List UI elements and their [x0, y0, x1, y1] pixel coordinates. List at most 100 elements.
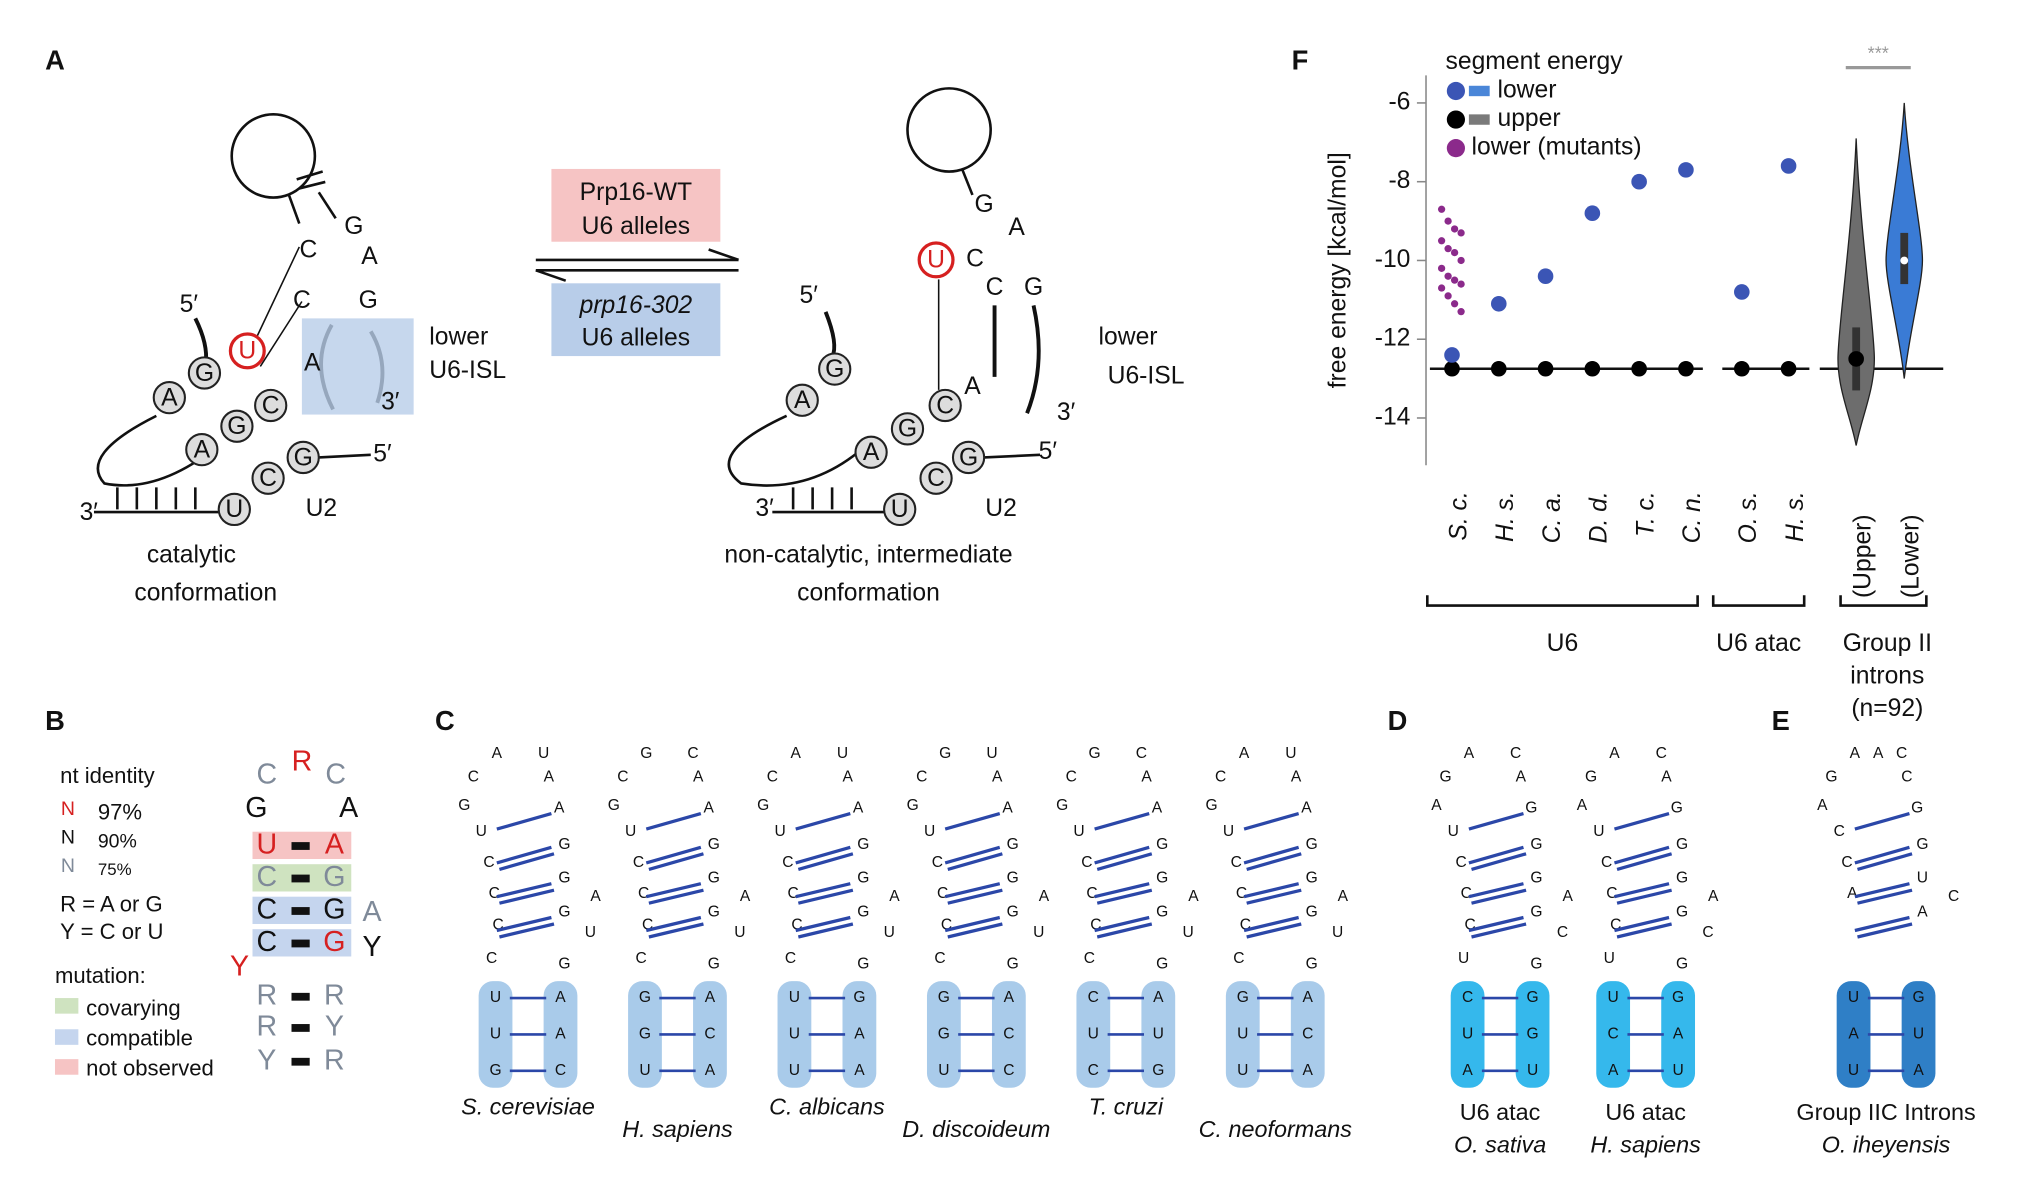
strand-end: 5′ [180, 291, 199, 318]
nucleotide: A [854, 1062, 865, 1079]
nucleotide: C [1610, 916, 1621, 933]
nucleotide: G [708, 955, 720, 972]
isl-label: U6-ISL [1108, 362, 1185, 389]
base-pair [1471, 852, 1527, 871]
nucleotide: C [791, 916, 802, 933]
nucleotide: G [1024, 274, 1043, 301]
stem-box [1076, 981, 1111, 1088]
group-label: Group II [1843, 630, 1932, 657]
panel-label: B [45, 705, 65, 736]
nucleotide: G [1912, 989, 1924, 1006]
base-pair [1854, 845, 1910, 865]
base-pair [944, 845, 1001, 865]
nucleotide-circle [883, 492, 917, 527]
base-pair [1243, 915, 1300, 933]
nucleotide: U [774, 823, 785, 840]
base-pair [1854, 811, 1910, 831]
dot [1734, 360, 1750, 377]
stem-box [478, 981, 513, 1088]
nucleotide: G [1089, 745, 1101, 762]
nucleotide: G [639, 1026, 651, 1043]
base-pair [1616, 922, 1673, 939]
nucleotide: A [304, 349, 321, 376]
dot [1584, 360, 1601, 377]
nucleotide: U [789, 1026, 800, 1043]
stem-box [1596, 981, 1631, 1088]
nucleotide: G [1671, 799, 1683, 816]
identity-value: 97% [98, 799, 142, 824]
u2-label: U2 [306, 495, 338, 522]
nucleotide: A [161, 384, 178, 411]
nucleotide: C [1841, 854, 1852, 871]
base-pair [795, 811, 851, 831]
stem-box [1661, 981, 1696, 1088]
caption: S. cerevisiae [461, 1094, 595, 1120]
nucleotide: C [486, 950, 497, 967]
nucleotide: G [1156, 870, 1168, 887]
nucleotide: A [703, 799, 714, 816]
stem-box [1225, 981, 1260, 1088]
nucleotide: U [1458, 950, 1469, 967]
nucleotide: U [1848, 989, 1859, 1006]
nucleotide: C [1702, 924, 1713, 941]
identity-value: 90% [98, 830, 137, 852]
nucleotide: U [1073, 823, 1084, 840]
legend-swatch [54, 1059, 79, 1075]
nucleotide: A [1008, 214, 1025, 241]
nucleotide: U [1593, 823, 1604, 840]
nucleotide: U [1448, 823, 1459, 840]
x-tick-label: T. c. [1632, 491, 1659, 537]
nucleotide: G [195, 360, 214, 387]
base-pair [1857, 888, 1913, 905]
nucleotide: C [256, 861, 277, 893]
nucleotide: C [256, 926, 277, 958]
pair-bar [291, 992, 310, 1001]
nucleotide: U [1237, 1026, 1248, 1043]
stem-box [543, 981, 578, 1088]
nucleotide: A [1141, 768, 1152, 785]
nucleotide: A [1516, 768, 1527, 785]
base-pair [1614, 811, 1670, 831]
nucleotide: C [638, 885, 649, 902]
caption: C. albicans [769, 1094, 885, 1120]
stem-box [1901, 981, 1936, 1088]
nucleotide: C [1462, 989, 1473, 1006]
nucleotide: G [939, 745, 951, 762]
nucleotide: A [854, 1026, 865, 1043]
nucleotide: Y [363, 931, 382, 963]
isl-label: lower [1099, 323, 1158, 350]
strand-end: 3′ [381, 388, 400, 415]
nucleotide: A [992, 768, 1003, 785]
pair-bar [291, 1024, 310, 1032]
panel-label: C [435, 705, 455, 736]
mutant-dot [1450, 300, 1459, 308]
nucleotide: C [468, 768, 479, 785]
nucleotide: G [1676, 955, 1688, 972]
nucleotide: C [1003, 1026, 1014, 1043]
base-pair [1094, 811, 1150, 831]
nucleotide: C [1461, 885, 1472, 902]
nucleotide-circle [187, 356, 222, 390]
nucleotide: G [708, 903, 720, 920]
base-pair [1094, 882, 1150, 899]
dot [1631, 173, 1647, 190]
nucleotide: C [256, 758, 277, 790]
strand-end: 5′ [800, 282, 819, 309]
mutant-dot [1437, 284, 1446, 292]
nucleotide: C [704, 1026, 715, 1043]
group-bracket [1711, 595, 1806, 607]
nucleotide: A [1152, 799, 1163, 816]
base-pair [1468, 811, 1524, 831]
nucleotide: G [898, 416, 917, 443]
nucleotide: C [1465, 916, 1476, 933]
base-pair [1243, 811, 1300, 831]
nucleotide: C [936, 392, 954, 419]
nucleotide: G [1530, 870, 1542, 887]
y-axis-label: free energy [kcal/mol] [1324, 152, 1351, 388]
nucleotide: G [1916, 836, 1928, 853]
nucleotide: G [1672, 989, 1684, 1006]
nucleotide: C [687, 745, 698, 762]
nucleotide: C [1896, 745, 1907, 762]
base-pair [1854, 915, 1910, 933]
